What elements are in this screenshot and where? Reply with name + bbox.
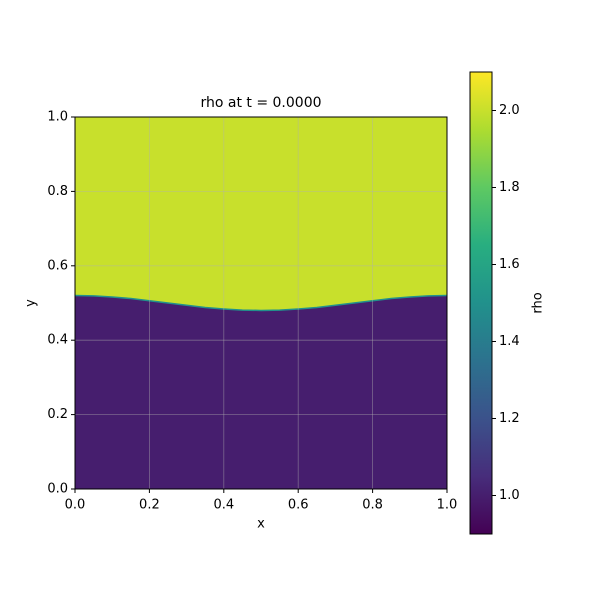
y-tick-label: 0.6 xyxy=(47,258,68,273)
y-tick-label: 0.8 xyxy=(47,184,68,199)
colorbar-tick-label: 1.0 xyxy=(499,488,520,503)
colorbar-tick-label: 1.4 xyxy=(499,334,520,349)
y-tick-label: 0.2 xyxy=(47,407,68,422)
lower-region xyxy=(75,295,447,489)
colorbar-tick-label: 1.2 xyxy=(499,411,520,426)
colorbar xyxy=(469,71,493,535)
y-tick-label: 1.0 xyxy=(47,110,68,125)
x-tick-label: 0.6 xyxy=(288,498,309,513)
x-axis-label: x xyxy=(257,517,265,532)
colorbar-tick-label: 2.0 xyxy=(499,103,520,118)
y-axis-label: y xyxy=(24,299,39,307)
y-tick-label: 0.0 xyxy=(47,482,68,497)
x-tick-label: 1.0 xyxy=(437,498,458,513)
interface-line xyxy=(74,294,448,312)
y-tick-label: 0.4 xyxy=(47,333,68,348)
x-tick-label: 0.0 xyxy=(65,498,86,513)
x-tick-label: 0.2 xyxy=(139,498,160,513)
x-tick-label: 0.4 xyxy=(213,498,234,513)
colorbar-tick-label: 1.8 xyxy=(499,180,520,195)
x-tick-label: 0.8 xyxy=(362,498,383,513)
colorbar-tick-label: 1.6 xyxy=(499,257,520,272)
chart-title: rho at t = 0.0000 xyxy=(200,95,321,111)
colorbar-label: rho xyxy=(531,292,546,313)
plot-frame xyxy=(74,116,448,490)
